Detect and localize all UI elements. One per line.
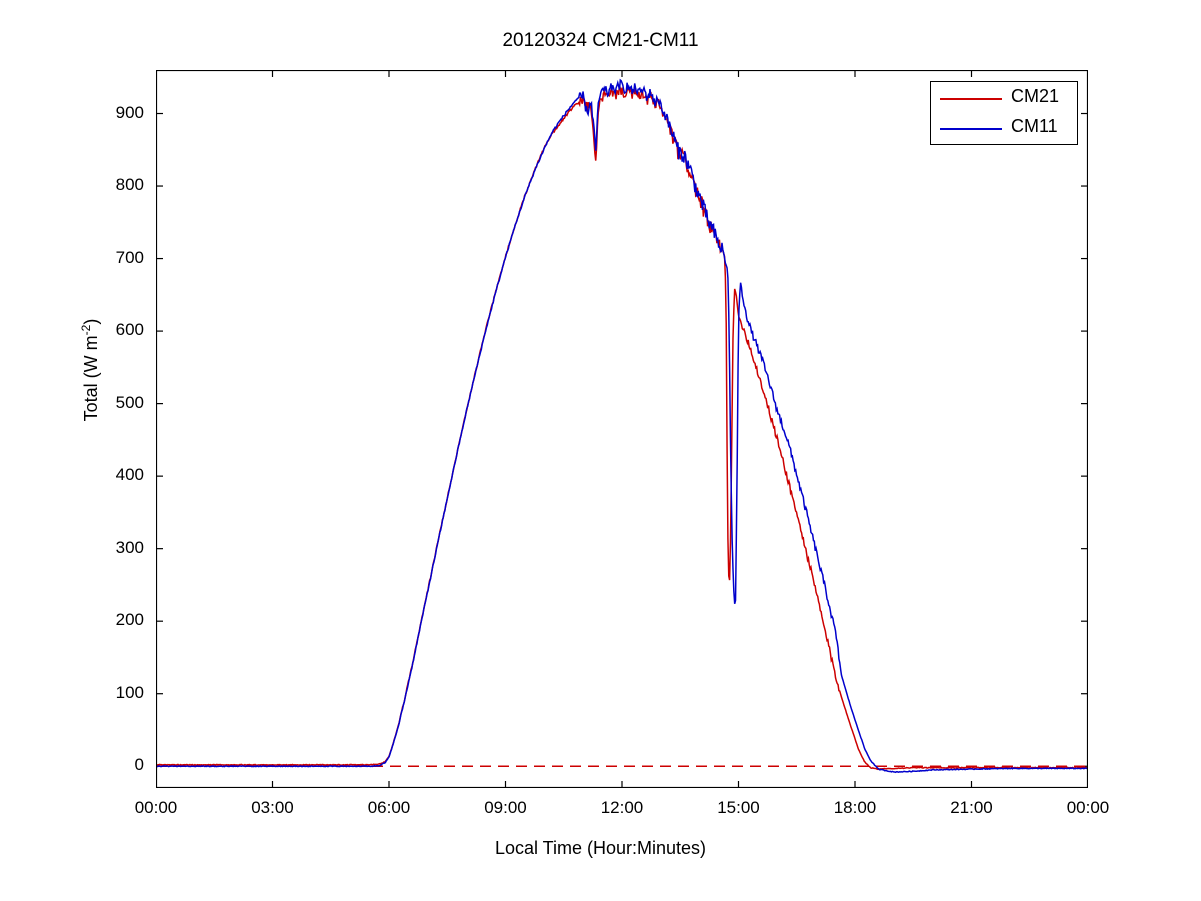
page-title: 20120324 CM21-CM11 bbox=[502, 30, 699, 51]
plot-area bbox=[156, 70, 1088, 788]
x-axis-label: Local Time (Hour:Minutes) bbox=[494, 838, 707, 858]
legend-label-cm21: CM21 bbox=[1011, 86, 1060, 106]
plot-svg bbox=[156, 70, 1088, 788]
axes-frame bbox=[156, 70, 1088, 788]
x-tick-label: 00:00 bbox=[1066, 798, 1110, 817]
legend-swatch-cm11 bbox=[940, 128, 1002, 130]
y-tick-label: 300 bbox=[115, 537, 144, 557]
y-axis-label: Total (W m-2) bbox=[79, 270, 109, 470]
legend-swatch-cm21 bbox=[940, 98, 1002, 100]
legend-entry-cm21[interactable]: CM21 bbox=[931, 84, 1079, 114]
x-tick-label: 21:00 bbox=[950, 798, 993, 817]
y-tick-label: 0 bbox=[134, 755, 144, 775]
y-tick-label: 400 bbox=[115, 465, 144, 485]
axes-background bbox=[156, 70, 1088, 788]
x-tick-label: 18:00 bbox=[833, 798, 877, 817]
x-tick-label: 15:00 bbox=[717, 798, 760, 817]
y-tick-label: 100 bbox=[115, 682, 144, 702]
y-tick-label: 800 bbox=[115, 175, 144, 195]
x-tick-label: 09:00 bbox=[484, 798, 527, 817]
legend[interactable]: CM21 CM11 bbox=[930, 81, 1078, 145]
series-line-cm11 bbox=[156, 78, 1088, 774]
legend-entry-cm11[interactable]: CM11 bbox=[931, 114, 1079, 144]
x-tick-label: 00:00 bbox=[134, 798, 178, 817]
y-tick-label: 700 bbox=[115, 247, 144, 267]
y-tick-label: 200 bbox=[115, 610, 144, 630]
y-tick-label: 600 bbox=[115, 320, 144, 340]
y-tick-label: 500 bbox=[115, 392, 144, 412]
series-line-cm21 bbox=[156, 84, 1088, 771]
x-tick-label: 03:00 bbox=[251, 798, 294, 817]
x-tick-label: 06:00 bbox=[367, 798, 411, 817]
x-tick-label: 12:00 bbox=[600, 798, 644, 817]
y-tick-label: 900 bbox=[115, 102, 144, 122]
legend-label-cm11: CM11 bbox=[1011, 116, 1058, 136]
